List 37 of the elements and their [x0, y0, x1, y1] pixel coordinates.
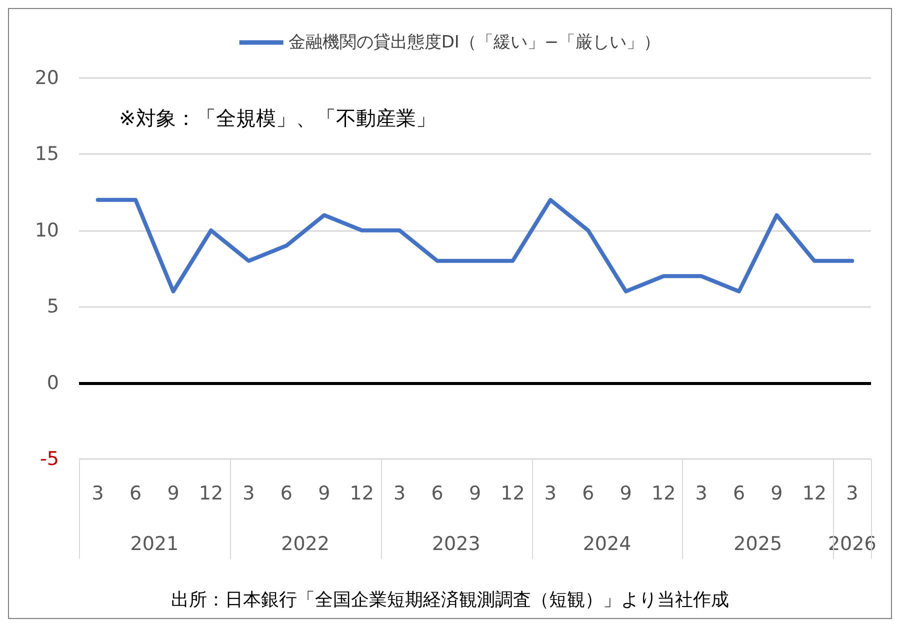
- annotation: ※対象：「全規模」、「不動産業」: [119, 106, 436, 130]
- text: 出所：日本銀行「全国企業短期経済観測調査（短観）」より当社作成: [171, 590, 729, 610]
- x-tick-label: 9: [770, 482, 783, 504]
- x-tick-label: 6: [732, 482, 746, 504]
- legend-label: 金融機関の貸出態度DI（「緩い」−「厳しい」）: [288, 32, 661, 52]
- y-tick-label: 15: [34, 143, 59, 166]
- x-tick-label: 12: [500, 482, 525, 504]
- x-tick-label: 6: [280, 482, 292, 504]
- x-tick-label: 12: [651, 482, 676, 504]
- y-tick-label: 10: [34, 219, 59, 242]
- x-tick-label: 3: [544, 482, 556, 504]
- y-tick-label: 20: [34, 67, 59, 89]
- x-tick-label: 3: [92, 482, 104, 504]
- text: 2022: [281, 533, 330, 555]
- text: 2025: [734, 533, 782, 555]
- x-tick-label: 9: [318, 482, 330, 504]
- line-series: [96, 198, 854, 294]
- x-tick-label: 12: [350, 482, 374, 504]
- text: 2023: [432, 533, 480, 555]
- x-tick-label: 12: [802, 482, 827, 504]
- x-tick-label: 3: [846, 482, 858, 504]
- x-tick-label: 3: [695, 482, 708, 504]
- x-tick-label: 9: [468, 482, 482, 504]
- y-tick-label: 5: [46, 296, 59, 318]
- y-tick-label: -5: [40, 448, 59, 470]
- x-tick-label: 9: [167, 482, 180, 504]
- y-tick-label: 0: [46, 372, 59, 394]
- x-tick-label: 3: [394, 482, 406, 504]
- x-tick-label: 6: [582, 482, 594, 504]
- text: 2024: [582, 533, 632, 555]
- x-tick-label: 3: [242, 482, 255, 504]
- x-tick-label: 6: [130, 482, 142, 504]
- x-tick-label: 9: [620, 482, 632, 504]
- x-tick-label: 12: [198, 482, 224, 504]
- x-tick-label: 6: [431, 482, 444, 504]
- text: 2026: [828, 533, 876, 555]
- text: 2021: [130, 533, 179, 555]
